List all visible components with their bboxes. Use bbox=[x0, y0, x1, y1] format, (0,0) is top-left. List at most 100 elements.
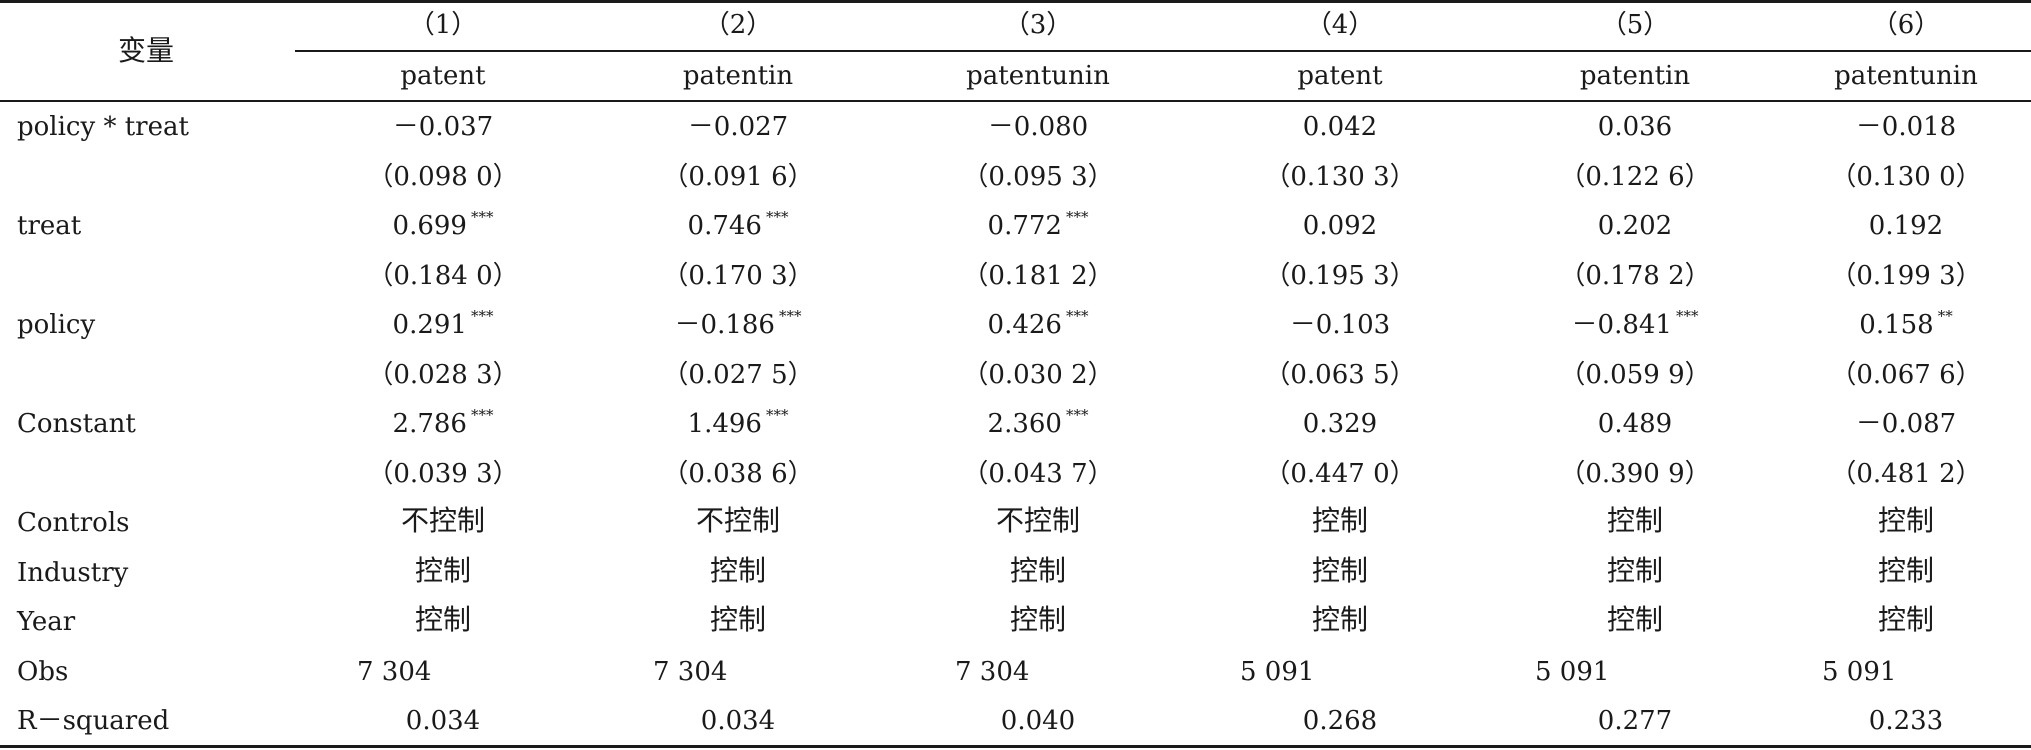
header-subrule bbox=[295, 50, 2031, 52]
coefficient: 0.426 *** bbox=[987, 307, 1089, 340]
standard-error: （0.027 5） bbox=[662, 359, 814, 390]
obs-value: 5 091 bbox=[1240, 656, 1315, 687]
control-value: 控制 bbox=[1606, 504, 1664, 537]
control-value: 控制 bbox=[1877, 553, 1935, 587]
coefficient: 0.772 *** bbox=[987, 208, 1089, 241]
column-number: （3） bbox=[1003, 10, 1073, 40]
standard-error: （0.170 3） bbox=[662, 260, 814, 291]
control-value: 控制 bbox=[414, 603, 472, 636]
standard-error: （0.447 0） bbox=[1264, 458, 1416, 489]
significance-stars: *** bbox=[470, 406, 494, 424]
coefficient: 1.496 *** bbox=[687, 406, 789, 439]
obs-value: 7 304 bbox=[357, 656, 432, 687]
row-label: treat bbox=[17, 211, 82, 241]
control-value: 控制 bbox=[709, 553, 767, 587]
standard-error: （0.063 5） bbox=[1264, 359, 1416, 390]
r-squared-value: 0.034 bbox=[700, 706, 776, 736]
column-number: （1） bbox=[408, 10, 478, 40]
standard-error: （0.059 9） bbox=[1559, 359, 1711, 390]
control-value: 不控制 bbox=[995, 504, 1081, 537]
standard-error: （0.122 6） bbox=[1559, 161, 1711, 192]
r-squared-value: 0.040 bbox=[1000, 706, 1076, 736]
significance-stars: *** bbox=[1065, 406, 1089, 424]
control-value: 控制 bbox=[709, 603, 767, 636]
significance-stars: *** bbox=[765, 406, 789, 424]
control-value: 控制 bbox=[1606, 553, 1664, 587]
obs-value: 5 091 bbox=[1822, 656, 1897, 687]
coefficient: 0.158 ** bbox=[1859, 307, 1953, 340]
coefficient: 0.291 *** bbox=[392, 307, 494, 340]
top-rule bbox=[0, 0, 2031, 3]
column-name: patent bbox=[400, 61, 486, 91]
r-squared-value: 0.034 bbox=[405, 706, 481, 736]
column-number: （4） bbox=[1305, 10, 1375, 40]
column-number: （5） bbox=[1600, 10, 1670, 40]
bottom-rule bbox=[0, 745, 2031, 748]
control-value: 控制 bbox=[414, 553, 472, 587]
row-label: R－squared bbox=[17, 706, 170, 736]
coefficient: －0.027 bbox=[687, 112, 789, 142]
significance-stars: *** bbox=[778, 307, 802, 325]
standard-error: （0.481 2） bbox=[1830, 458, 1982, 489]
standard-error: （0.130 3） bbox=[1264, 161, 1416, 192]
standard-error: （0.098 0） bbox=[367, 161, 519, 192]
significance-stars: *** bbox=[1065, 208, 1089, 226]
coefficient: 0.699 *** bbox=[392, 208, 494, 241]
row-label: policy bbox=[17, 310, 96, 340]
significance-stars: *** bbox=[765, 208, 789, 226]
significance-stars: *** bbox=[470, 208, 494, 226]
coefficient: －0.037 bbox=[392, 112, 494, 142]
coefficient: 0.036 bbox=[1597, 112, 1673, 142]
column-number: （6） bbox=[1871, 10, 1941, 40]
standard-error: （0.030 2） bbox=[962, 359, 1114, 390]
control-value: 不控制 bbox=[695, 504, 781, 537]
coefficient: 0.489 bbox=[1597, 409, 1673, 439]
control-value: 控制 bbox=[1311, 504, 1369, 537]
coefficient: 0.329 bbox=[1302, 409, 1378, 439]
standard-error: （0.181 2） bbox=[962, 260, 1114, 291]
coefficient: －0.186 *** bbox=[674, 307, 802, 340]
standard-error: （0.178 2） bbox=[1559, 260, 1711, 291]
standard-error: （0.091 6） bbox=[662, 161, 814, 192]
coefficient: 0.042 bbox=[1302, 112, 1378, 142]
obs-value: 5 091 bbox=[1535, 656, 1610, 687]
coefficient: －0.841 *** bbox=[1571, 307, 1699, 340]
standard-error: （0.028 3） bbox=[367, 359, 519, 390]
control-value: 不控制 bbox=[400, 504, 486, 537]
standard-error: （0.195 3） bbox=[1264, 260, 1416, 291]
column-name: patentin bbox=[682, 61, 794, 91]
variable-header: 变量 bbox=[117, 34, 175, 67]
coefficient: 0.092 bbox=[1302, 211, 1378, 241]
control-value: 控制 bbox=[1877, 603, 1935, 636]
row-label: Obs bbox=[17, 656, 69, 687]
standard-error: （0.095 3） bbox=[962, 161, 1114, 192]
standard-error: （0.199 3） bbox=[1830, 260, 1982, 291]
r-squared-value: 0.268 bbox=[1302, 706, 1378, 736]
obs-value: 7 304 bbox=[955, 656, 1030, 687]
coefficient: －0.080 bbox=[987, 112, 1089, 142]
coefficient: 0.202 bbox=[1597, 211, 1673, 241]
obs-value: 7 304 bbox=[653, 656, 728, 687]
coefficient: －0.087 bbox=[1855, 409, 1957, 439]
significance-stars: *** bbox=[1675, 307, 1699, 325]
row-label: Constant bbox=[17, 409, 136, 439]
control-value: 控制 bbox=[1311, 553, 1369, 587]
significance-stars: *** bbox=[470, 307, 494, 325]
column-name: patentunin bbox=[966, 61, 1110, 91]
standard-error: （0.130 0） bbox=[1830, 161, 1982, 192]
coefficient: －0.103 bbox=[1289, 310, 1391, 340]
column-name: patentunin bbox=[1834, 61, 1978, 91]
control-value: 控制 bbox=[1606, 603, 1664, 636]
row-label: Year bbox=[17, 607, 76, 637]
column-name: patentin bbox=[1579, 61, 1691, 91]
control-value: 控制 bbox=[1877, 504, 1935, 537]
row-label: policy * treat bbox=[17, 112, 189, 142]
standard-error: （0.184 0） bbox=[367, 260, 519, 291]
header-rule bbox=[0, 100, 2031, 102]
column-name: patent bbox=[1297, 61, 1383, 91]
control-value: 控制 bbox=[1009, 553, 1067, 587]
standard-error: （0.039 3） bbox=[367, 458, 519, 489]
significance-stars: ** bbox=[1937, 307, 1953, 325]
standard-error: （0.067 6） bbox=[1830, 359, 1982, 390]
standard-error: （0.038 6） bbox=[662, 458, 814, 489]
